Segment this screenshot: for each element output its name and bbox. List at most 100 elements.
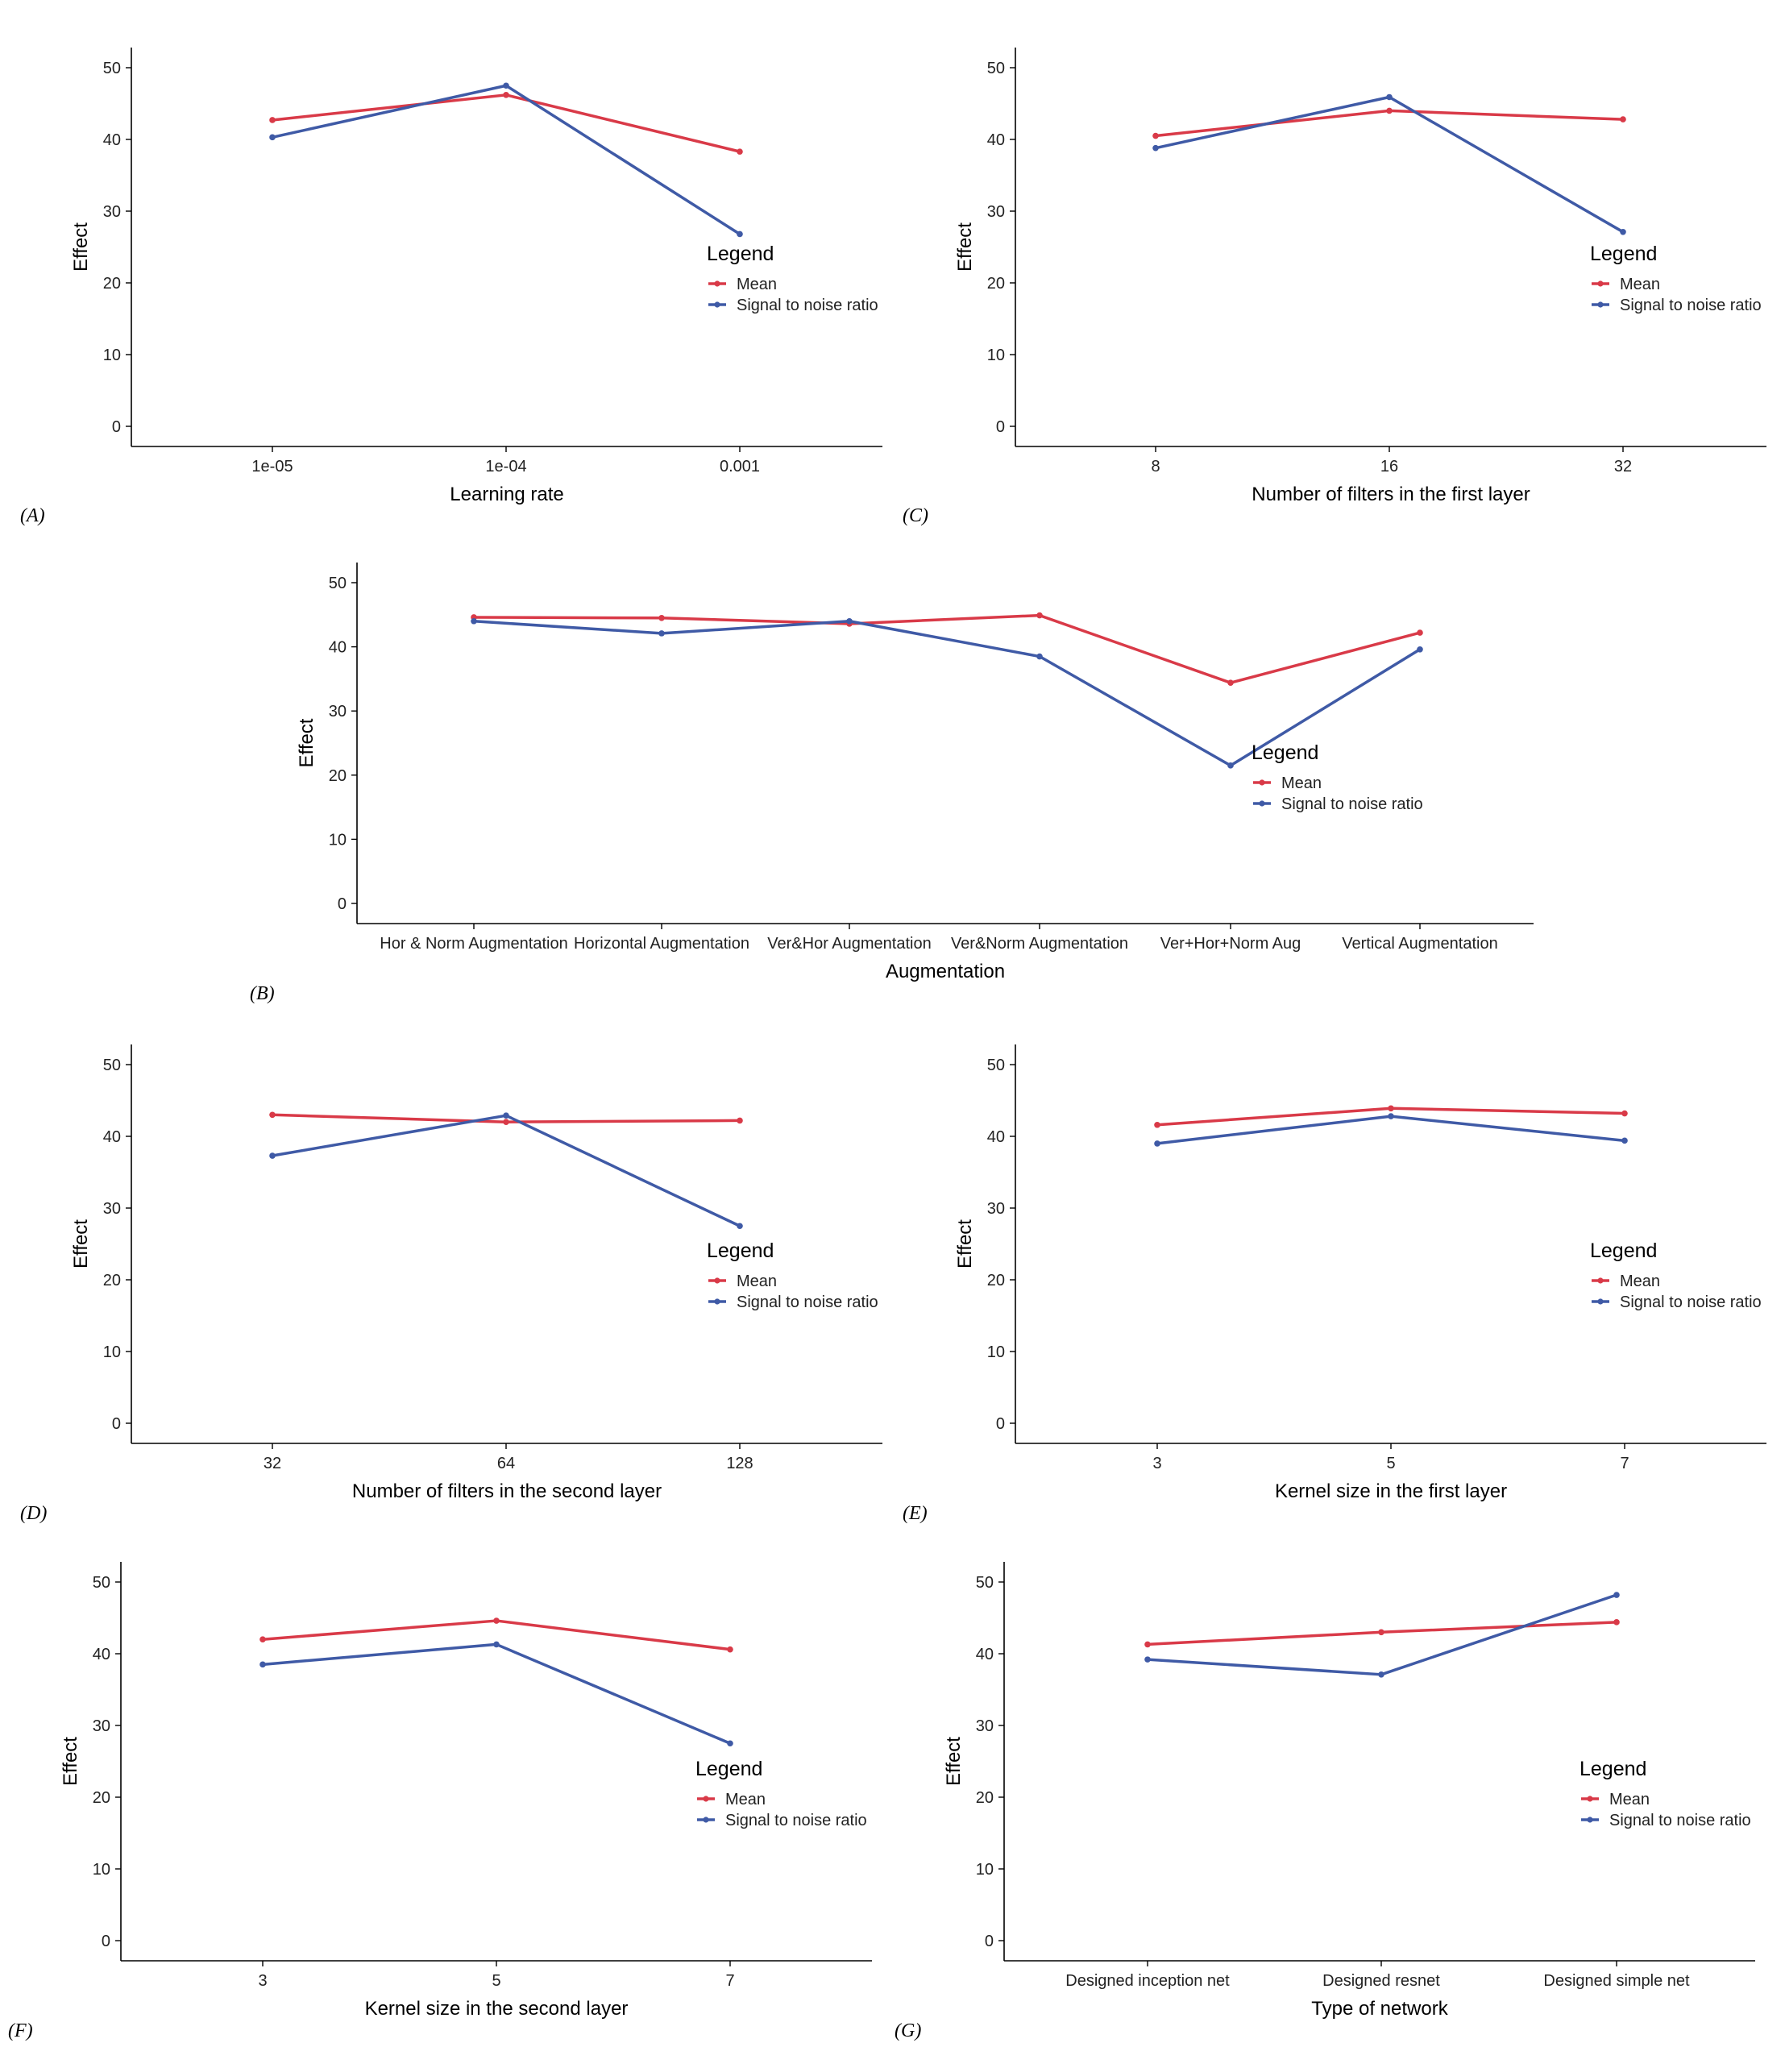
x-tick-label: Ver+Hor+Norm Aug bbox=[1160, 935, 1301, 953]
snr-data-point bbox=[737, 230, 743, 238]
chart-panel: 0 10 20 30 40 50 1e-05 1e-04 0.001 Learning rate E… bbox=[20, 48, 882, 526]
legend-snr-label: Signal to noise ratio bbox=[737, 1293, 878, 1311]
x-tick-label: Vertical Augmentation bbox=[1342, 935, 1497, 953]
x-tick-label: 64 bbox=[497, 1455, 515, 1472]
y-tick-label: 20 bbox=[93, 1789, 110, 1807]
y-tick-label: 0 bbox=[102, 1933, 110, 1950]
snr-data-point bbox=[269, 1152, 276, 1159]
snr-data-point bbox=[1378, 1671, 1384, 1678]
y-axis-label: Effect bbox=[70, 1219, 92, 1269]
y-tick-label: 30 bbox=[103, 203, 121, 221]
y-tick-label: 0 bbox=[996, 1415, 1005, 1433]
y-tick-label: 20 bbox=[103, 275, 121, 293]
snr-series-line bbox=[272, 84, 741, 235]
panel-label: (A) bbox=[20, 505, 45, 526]
snr-data-point bbox=[737, 1223, 743, 1230]
legend-mean-label: Mean bbox=[737, 276, 777, 293]
legend-mean-label: Mean bbox=[725, 1791, 766, 1808]
snr-data-point bbox=[503, 1112, 509, 1119]
legend: Legend Mean Signal to noise ratio bbox=[707, 243, 878, 314]
mean-data-point bbox=[1620, 116, 1626, 122]
legend-title: Legend bbox=[1590, 1239, 1657, 1262]
legend-key-dot bbox=[1597, 301, 1604, 308]
snr-data-point bbox=[1227, 762, 1234, 769]
legend-title: Legend bbox=[1590, 243, 1657, 265]
mean-data-point bbox=[1227, 679, 1234, 686]
snr-data-point bbox=[1613, 1592, 1620, 1598]
legend: Legend Mean Signal to noise ratio bbox=[707, 1239, 878, 1311]
snr-data-point bbox=[727, 1740, 733, 1747]
mean-data-point bbox=[1378, 1629, 1384, 1636]
y-tick-label: 20 bbox=[329, 767, 347, 785]
x-axis-label: Number of filters in the second layer bbox=[352, 1480, 662, 1502]
snr-data-point bbox=[1154, 1140, 1160, 1147]
legend-title: Legend bbox=[707, 1239, 774, 1262]
x-tick-label: 1e-05 bbox=[251, 458, 293, 475]
x-axis-label: Kernel size in the second layer bbox=[365, 1998, 629, 2020]
legend-mean-label: Mean bbox=[1620, 1273, 1660, 1290]
legend-snr-label: Signal to noise ratio bbox=[1281, 795, 1423, 813]
y-tick-label: 20 bbox=[987, 1272, 1005, 1289]
x-tick-label: 5 bbox=[492, 1972, 500, 1990]
snr-data-point bbox=[1152, 144, 1159, 152]
legend-mean-label: Mean bbox=[1609, 1791, 1650, 1808]
x-tick-label: 32 bbox=[1614, 458, 1632, 475]
x-tick-label: Designed inception net bbox=[1065, 1972, 1230, 1990]
mean-data-point bbox=[1613, 1619, 1620, 1626]
mean-data-point bbox=[1417, 629, 1423, 636]
y-tick-label: 50 bbox=[329, 575, 347, 592]
legend-key-dot bbox=[1597, 280, 1604, 287]
x-tick-label: 7 bbox=[1620, 1455, 1629, 1472]
x-tick-label: Ver&Hor Augmentation bbox=[767, 935, 931, 953]
chart-panel: 0 10 20 30 40 50 3 5 7 Kernel size in the first l… bbox=[903, 1044, 1766, 1524]
snr-series-line bbox=[473, 620, 1421, 767]
legend-title: Legend bbox=[695, 1758, 762, 1780]
snr-data-point bbox=[493, 1641, 500, 1648]
y-tick-label: 50 bbox=[103, 1057, 121, 1074]
legend-key-dot bbox=[1259, 779, 1265, 786]
mean-data-point bbox=[1152, 132, 1159, 139]
y-tick-label: 20 bbox=[987, 275, 1005, 293]
legend-key-dot bbox=[1259, 800, 1265, 807]
snr-data-point bbox=[1417, 646, 1423, 653]
x-tick-label: 1e-04 bbox=[485, 458, 526, 475]
legend: Legend Mean Signal to noise ratio bbox=[1252, 741, 1423, 813]
y-axis-label: Effect bbox=[943, 1737, 965, 1786]
y-tick-label: 0 bbox=[996, 418, 1005, 436]
legend-key-dot bbox=[714, 1277, 720, 1284]
y-tick-label: 0 bbox=[338, 895, 347, 913]
y-tick-label: 30 bbox=[987, 1200, 1005, 1218]
mean-data-point bbox=[269, 1111, 276, 1119]
x-tick-label: 3 bbox=[1152, 1455, 1161, 1472]
legend-snr-label: Signal to noise ratio bbox=[725, 1812, 867, 1829]
y-tick-label: 40 bbox=[103, 131, 121, 149]
x-tick-label: 128 bbox=[726, 1455, 753, 1472]
y-tick-label: 40 bbox=[329, 639, 347, 657]
panel-label: (C) bbox=[903, 505, 928, 526]
y-tick-label: 40 bbox=[976, 1646, 994, 1663]
x-tick-label: 16 bbox=[1380, 458, 1398, 475]
x-axis-label: Augmentation bbox=[886, 961, 1005, 982]
y-tick-label: 20 bbox=[103, 1272, 121, 1289]
snr-data-point bbox=[658, 630, 665, 637]
legend-snr-label: Signal to noise ratio bbox=[1609, 1812, 1751, 1829]
y-tick-label: 50 bbox=[987, 60, 1005, 77]
mean-data-point bbox=[1154, 1121, 1160, 1128]
y-tick-label: 10 bbox=[103, 1343, 121, 1361]
mean-data-point bbox=[493, 1617, 500, 1624]
legend-title: Legend bbox=[1252, 741, 1318, 764]
legend-key-dot bbox=[714, 1298, 720, 1305]
snr-data-point bbox=[1388, 1113, 1394, 1119]
x-tick-label: 3 bbox=[258, 1972, 267, 1990]
legend-key-dot bbox=[1587, 1817, 1593, 1823]
mean-data-point bbox=[658, 614, 665, 621]
y-tick-label: 50 bbox=[93, 1574, 110, 1592]
x-axis-label: Number of filters in the first layer bbox=[1252, 484, 1530, 505]
snr-data-point bbox=[471, 617, 477, 625]
legend-title: Legend bbox=[707, 243, 774, 265]
y-tick-label: 10 bbox=[987, 1343, 1005, 1361]
y-tick-label: 40 bbox=[103, 1128, 121, 1146]
y-axis-label: Effect bbox=[296, 718, 318, 767]
y-tick-label: 30 bbox=[103, 1200, 121, 1218]
legend-key-dot bbox=[1597, 1298, 1604, 1305]
